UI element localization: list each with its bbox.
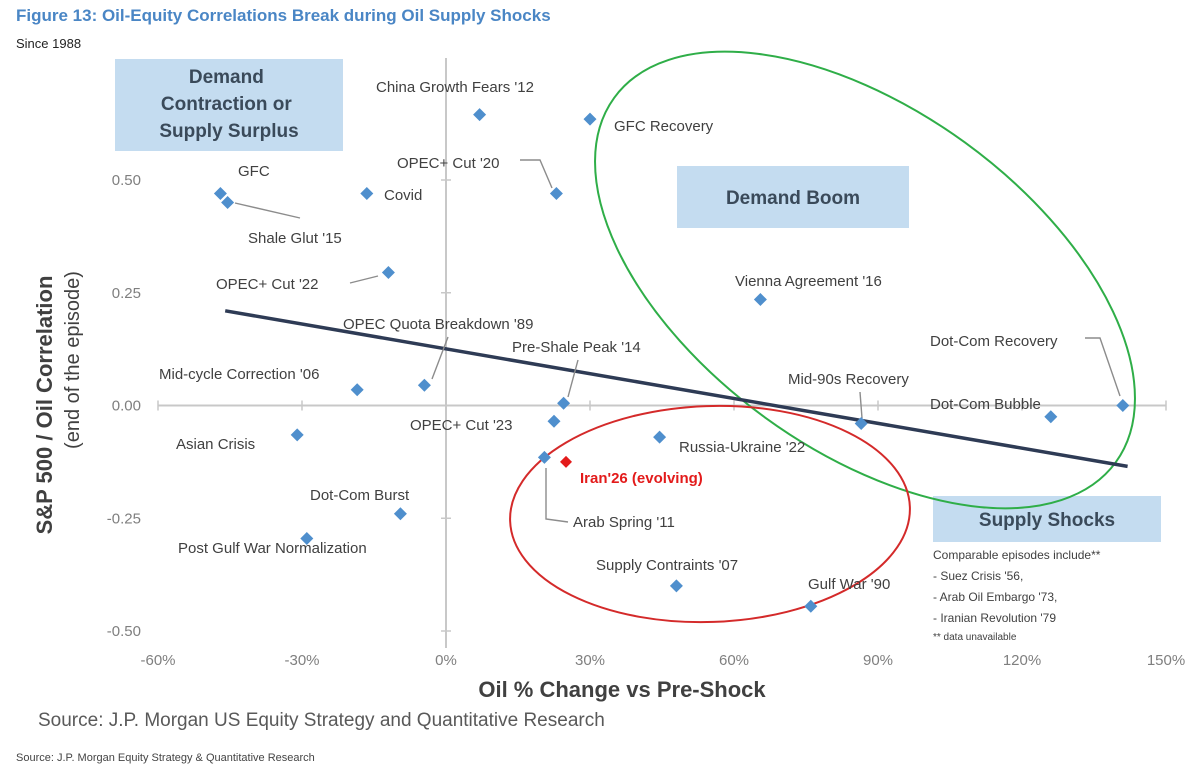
supply-shock-ellipse — [509, 404, 911, 624]
x-tick-label: -30% — [284, 652, 319, 669]
figure-title: Figure 13: Oil-Equity Correlations Break… — [16, 6, 551, 25]
data-point — [557, 396, 571, 410]
y-tick-label: 0.50 — [112, 172, 141, 189]
data-point — [213, 187, 227, 201]
y-tick-label: -0.50 — [107, 623, 141, 640]
data-unavailable-footnote: ** data unavailable — [933, 632, 1017, 643]
leader-line — [859, 391, 863, 419]
point-label: Mid-90s Recovery — [788, 371, 909, 388]
note-line: - Arab Oil Embargo '73, — [933, 590, 1057, 604]
point-label: Mid-cycle Correction '06 — [159, 366, 319, 383]
point-label: OPEC+ Cut '23 — [410, 417, 513, 434]
demand-boom-ellipse — [594, 50, 1136, 510]
data-point — [653, 430, 667, 444]
figure-subtitle: Since 1988 — [16, 36, 82, 51]
y-axis-title: S&P 500 / Oil Correlation — [32, 276, 57, 535]
data-point — [549, 187, 563, 201]
point-label: Dot-Com Recovery — [930, 333, 1058, 350]
point-label: GFC — [238, 163, 270, 180]
note-line: - Suez Crisis '56, — [933, 569, 1023, 583]
region-box-demand-contraction — [115, 59, 343, 151]
trendline — [224, 309, 1128, 469]
data-point — [350, 383, 364, 397]
data-point — [473, 108, 487, 122]
data-point — [1044, 410, 1058, 424]
data-point — [381, 265, 395, 279]
data-point — [669, 579, 683, 593]
data-point — [854, 417, 868, 431]
point-label: Arab Spring '11 — [573, 514, 675, 531]
point-label: China Growth Fears '12 — [376, 79, 534, 96]
y-tick-label: 0.00 — [112, 398, 141, 415]
point-label: Pre-Shale Peak '14 — [512, 339, 641, 356]
point-label: Post Gulf War Normalization — [178, 540, 367, 557]
region-label-line: Demand — [189, 67, 264, 88]
point-label: OPEC Quota Breakdown '89 — [343, 316, 533, 333]
point-layer — [213, 108, 1130, 613]
data-point — [417, 378, 431, 392]
point-label: OPEC+ Cut '22 — [216, 276, 319, 293]
y-tick-label: 0.25 — [112, 285, 141, 302]
leader-line — [520, 159, 553, 189]
data-point — [300, 532, 314, 546]
highlight-point-label: Iran'26 (evolving) — [580, 470, 703, 487]
point-label: Shale Glut '15 — [248, 230, 342, 247]
point-label: OPEC+ Cut '20 — [397, 155, 500, 172]
source-caption: Source: J.P. Morgan US Equity Strategy a… — [38, 710, 605, 731]
leader-line — [234, 202, 301, 219]
axes-layer: -60% -30% 0% 30% 60% 90% 120% 150% 0.50 0.25 0.00 -… — [107, 58, 1185, 669]
leader-line — [349, 275, 379, 284]
comparable-episodes-note: Comparable episodes include** - Suez Cri… — [933, 548, 1104, 625]
point-label: GFC Recovery — [614, 118, 714, 135]
label-layer: China Growth Fears '12 GFC Recovery GFC Sha… — [159, 79, 1058, 593]
x-tick-label: 0% — [435, 652, 457, 669]
point-label: Russia-Ukraine '22 — [679, 439, 805, 456]
point-label: Covid — [384, 187, 422, 204]
region-label-demand-contraction: Demand Contraction or Supply Surplus — [159, 67, 298, 142]
x-tick-label: 60% — [719, 652, 749, 669]
data-point — [583, 112, 597, 126]
data-point — [537, 450, 551, 464]
region-label-line: Supply Surplus — [159, 121, 298, 142]
data-point — [393, 507, 407, 521]
point-label: Asian Crisis — [176, 436, 255, 453]
ellipse-layer — [509, 50, 1136, 624]
data-point — [290, 428, 304, 442]
point-label: Vienna Agreement '16 — [735, 273, 882, 290]
x-tick-label: -60% — [140, 652, 175, 669]
y-tick-label: -0.25 — [107, 510, 141, 527]
highlight-data-point — [560, 455, 572, 468]
y-axis-subtitle: (end of the episode) — [62, 271, 84, 449]
region-label-supply-shocks: Supply Shocks — [979, 510, 1115, 531]
data-point — [221, 196, 235, 210]
region-label-line: Contraction or — [161, 94, 292, 115]
source-footnote: Source: J.P. Morgan Equity Strategy & Qu… — [16, 752, 315, 764]
x-tick-label: 30% — [575, 652, 605, 669]
leader-line — [545, 468, 569, 523]
x-tick-label: 150% — [1147, 652, 1185, 669]
leader-layer — [234, 159, 1121, 523]
point-label: Supply Contraints '07 — [596, 557, 738, 574]
data-point — [360, 187, 374, 201]
data-point — [1116, 399, 1130, 412]
data-point — [753, 293, 767, 307]
data-point — [804, 599, 818, 613]
point-label: Dot-Com Burst — [310, 487, 410, 504]
x-axis-title: Oil % Change vs Pre-Shock — [478, 677, 766, 702]
leader-line — [567, 359, 579, 398]
region-label-demand-boom: Demand Boom — [726, 188, 860, 209]
point-label: Gulf War '90 — [808, 576, 890, 593]
leader-line — [1085, 337, 1121, 397]
x-tick-label: 120% — [1003, 652, 1041, 669]
region-box-demand-boom — [677, 166, 909, 228]
leader-line — [431, 336, 449, 380]
data-point — [547, 414, 561, 428]
note-line: - Iranian Revolution '79 — [933, 611, 1056, 625]
scatter-chart: Demand Contraction or Supply Surplus Dem… — [32, 50, 1185, 702]
note-line: Comparable episodes include** — [933, 548, 1101, 562]
x-tick-label: 90% — [863, 652, 893, 669]
point-label: Dot-Com Bubble — [930, 396, 1041, 413]
trend-layer — [224, 309, 1128, 469]
